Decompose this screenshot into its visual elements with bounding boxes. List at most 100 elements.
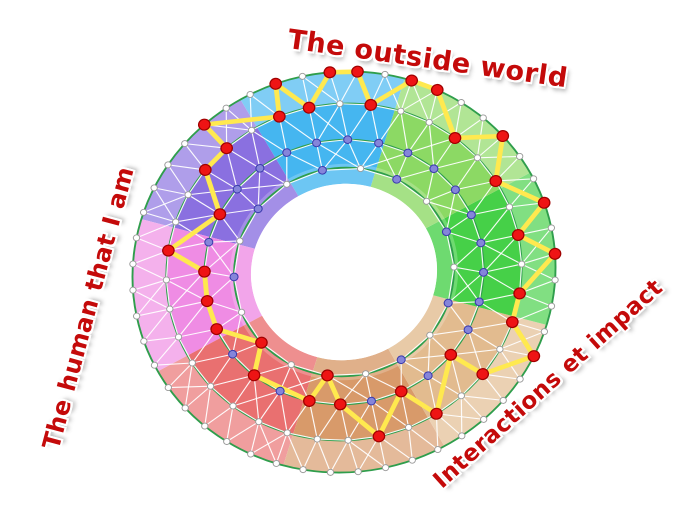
- mesh-line: [184, 143, 227, 149]
- node-white: [223, 438, 231, 445]
- node-purple: [255, 163, 265, 173]
- mesh-line: [143, 336, 179, 342]
- mesh-line: [433, 157, 478, 170]
- node-white: [139, 208, 148, 216]
- node-white: [551, 276, 559, 284]
- node-white: [166, 305, 174, 313]
- node-white: [287, 361, 295, 369]
- node-white: [529, 175, 538, 183]
- node-white: [174, 333, 183, 341]
- mesh-line: [143, 194, 189, 213]
- node-highlighted: [273, 110, 286, 123]
- node-white: [356, 165, 365, 173]
- mesh-line: [339, 373, 367, 405]
- mesh-line: [427, 375, 437, 414]
- node-highlighted: [321, 369, 334, 382]
- node-highlighted: [527, 350, 541, 363]
- mesh-line: [225, 108, 228, 149]
- mesh-line: [396, 168, 435, 180]
- node-white: [397, 107, 405, 115]
- node-white: [381, 464, 390, 472]
- mesh-line: [187, 194, 221, 215]
- mesh-line: [250, 432, 288, 455]
- node-highlighted: [247, 369, 261, 382]
- mesh-line: [178, 300, 208, 338]
- node-white: [129, 286, 137, 294]
- mesh-line: [447, 302, 469, 331]
- mesh-line: [370, 104, 380, 144]
- node-highlighted: [394, 385, 408, 398]
- mesh-line: [178, 328, 217, 338]
- node-highlighted: [372, 430, 386, 443]
- node-highlighted: [220, 142, 233, 155]
- mesh-line: [136, 279, 167, 317]
- mesh-line: [204, 240, 241, 273]
- mesh-line: [154, 187, 189, 196]
- mesh-line: [401, 354, 451, 361]
- mesh-line: [426, 189, 456, 202]
- node-white: [547, 302, 556, 310]
- node-purple: [392, 175, 402, 184]
- mesh-line: [286, 432, 304, 470]
- node-white: [164, 384, 172, 392]
- node-purple: [282, 148, 292, 157]
- mesh-line: [478, 301, 513, 323]
- mesh-line: [453, 266, 480, 303]
- node-white: [172, 218, 180, 226]
- mesh-line: [460, 395, 463, 436]
- mesh-line: [407, 122, 430, 154]
- node-white: [422, 197, 431, 205]
- mesh-line: [236, 188, 259, 210]
- mesh-line: [315, 142, 323, 171]
- mesh-line: [480, 206, 510, 244]
- node-highlighted: [489, 174, 503, 188]
- mesh-line: [237, 183, 287, 190]
- node-white: [164, 161, 172, 169]
- mesh-line: [378, 110, 402, 144]
- mesh-line: [167, 362, 193, 388]
- mesh-line: [302, 438, 318, 470]
- node-white: [201, 422, 209, 430]
- mesh-line: [347, 139, 362, 169]
- mesh-line: [226, 405, 234, 442]
- node-purple: [450, 185, 460, 195]
- mesh-line: [191, 328, 218, 364]
- mesh-line: [154, 336, 179, 366]
- node-white: [184, 191, 192, 199]
- node-highlighted: [323, 66, 337, 79]
- node-highlighted: [511, 228, 525, 241]
- mesh-line: [360, 152, 409, 170]
- node-purple: [312, 138, 322, 148]
- node-white: [181, 140, 189, 148]
- mesh-line: [136, 308, 170, 317]
- node-white: [499, 396, 507, 404]
- mesh-line: [470, 180, 497, 216]
- node-white: [150, 361, 159, 369]
- node-white: [547, 224, 556, 232]
- mesh-line: [275, 432, 288, 464]
- node-white: [516, 375, 524, 383]
- node-white: [162, 276, 171, 284]
- node-highlighted: [430, 407, 443, 420]
- node-white: [188, 359, 196, 367]
- node-white: [150, 184, 158, 192]
- node-purple: [474, 297, 484, 307]
- mesh-line: [400, 111, 409, 154]
- node-purple: [429, 164, 439, 174]
- node-white: [313, 435, 321, 443]
- sector-pink: [132, 219, 263, 372]
- mesh-line: [219, 208, 259, 215]
- node-highlighted: [537, 196, 551, 209]
- node-white: [299, 466, 307, 474]
- mesh-line: [448, 301, 480, 304]
- mesh-line: [278, 116, 317, 144]
- wheel-group: [129, 65, 562, 476]
- node-white: [517, 260, 526, 268]
- mesh-line: [446, 231, 482, 244]
- node-white: [181, 404, 189, 412]
- node-white: [272, 459, 280, 467]
- mesh-line: [400, 391, 410, 428]
- mesh-line: [453, 242, 482, 268]
- node-purple: [403, 148, 413, 158]
- mesh-line: [251, 130, 261, 169]
